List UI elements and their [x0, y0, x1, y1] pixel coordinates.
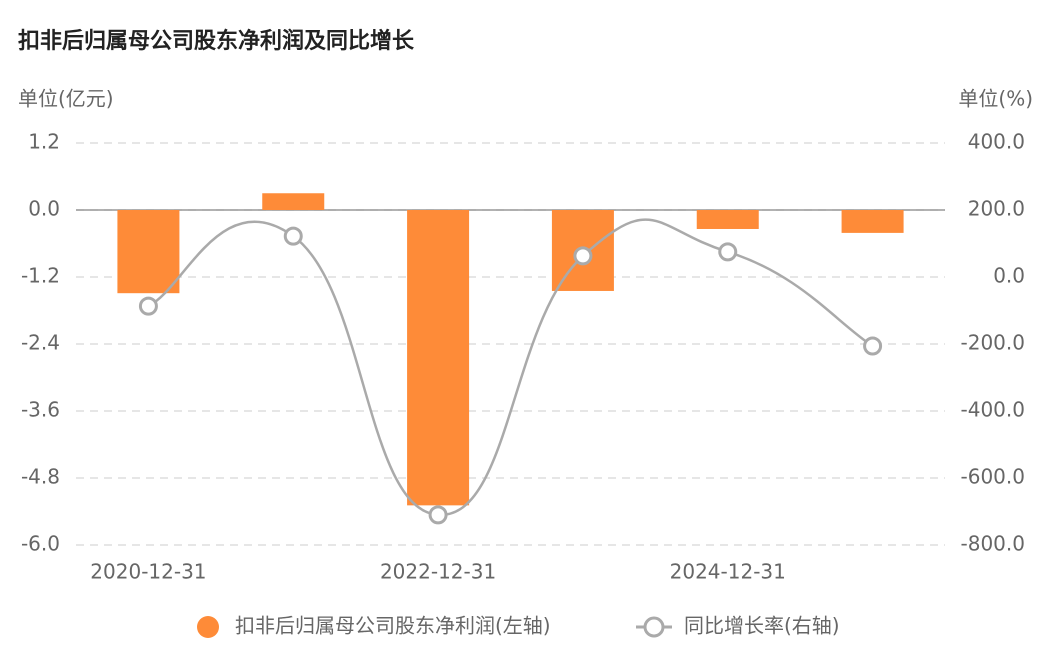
line-point [573, 246, 593, 266]
x-tick-label: 2020-12-31 [90, 560, 206, 584]
y-tick-label: 1.2 [28, 130, 60, 154]
y-axis-label: 单位(亿元) [18, 87, 114, 111]
line-point [138, 296, 158, 316]
bar [841, 210, 904, 233]
legend-label: 同比增长率(右轴) [684, 614, 840, 638]
y2-tick-label: -600.0 [961, 465, 1025, 489]
bar [117, 210, 180, 294]
bar [696, 210, 759, 229]
x-tick-label: 2024-12-31 [670, 560, 786, 584]
y2-axis-label: 单位(%) [958, 87, 1033, 111]
line-point [283, 226, 303, 246]
y2-tick-label: -400.0 [961, 398, 1025, 422]
bar [407, 210, 470, 506]
y2-tick-label: 0.0 [993, 264, 1025, 288]
y2-tick-label: 200.0 [968, 197, 1025, 221]
x-tick-label: 2022-12-31 [380, 560, 496, 584]
y2-tick-label: 400.0 [968, 130, 1025, 154]
y-tick-label: -2.4 [21, 331, 60, 355]
line-point [863, 336, 883, 356]
y-tick-label: -4.8 [21, 465, 60, 489]
legend-label: 扣非后归属母公司股东净利润(左轴) [235, 614, 551, 638]
legend-swatch [643, 616, 665, 638]
y2-tick-label: -800.0 [961, 532, 1025, 556]
legend-swatch [197, 616, 219, 638]
y-tick-label: 0.0 [28, 197, 60, 221]
line-point [718, 242, 738, 262]
line [147, 218, 874, 517]
bar [262, 193, 325, 210]
y-tick-label: -1.2 [21, 264, 60, 288]
line-point [428, 505, 448, 525]
y-tick-label: -6.0 [21, 532, 60, 556]
y-tick-label: -3.6 [21, 398, 60, 422]
y2-tick-label: -200.0 [961, 331, 1025, 355]
chart-title: 扣非后归属母公司股东净利润及同比增长 [18, 28, 415, 54]
